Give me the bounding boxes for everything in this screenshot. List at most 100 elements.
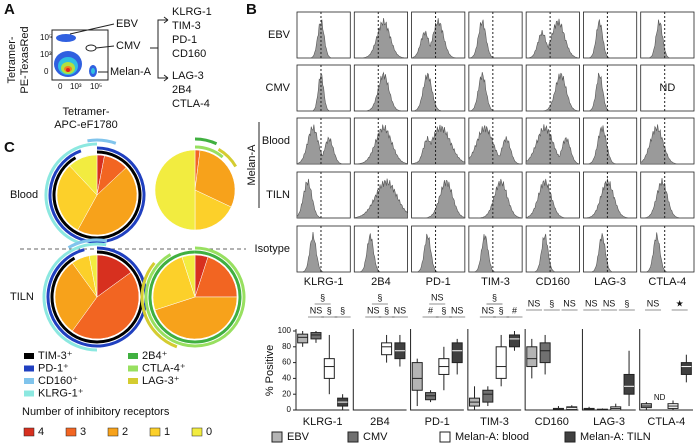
legend-label: CTLA-4⁺ [142,362,186,374]
significance-label: § [384,305,389,315]
legend-label: Melan-A: TILN [580,431,651,443]
y-tick-label: 60 [282,358,291,367]
marker-label: PD-1 [172,34,197,46]
column-label: LAG-3 [594,276,626,288]
histogram [354,71,408,112]
histogram [468,19,523,59]
legend-swatch [347,431,359,443]
row-label: Blood [262,135,290,147]
significance-label: § [492,292,497,302]
legend-swatch [24,378,34,384]
x-tick-label: TIM-3 [480,416,509,428]
x-tick-label: CTLA-4 [647,416,685,428]
histogram-frame [411,225,466,273]
histogram [297,231,351,273]
box [508,334,520,348]
axis-label: Tetramer- [62,106,109,118]
not-done-label: ND [659,82,675,94]
histogram [583,19,637,59]
y-tick-label: 40 [282,374,291,383]
significance-label: § [441,305,446,315]
legend-label: 2B4⁺ [142,350,168,362]
pie-slice [194,189,232,231]
box [526,346,538,368]
pie-slice [154,149,196,231]
legend-swatch [24,365,34,372]
legend-swatch [23,427,35,437]
histogram-frame [296,225,351,273]
legend-label: Melan-A: blood [455,431,529,443]
significance-label: NS [431,292,444,302]
significance-label: § [320,292,325,302]
receptor-arc [46,246,148,348]
axis-frame [467,329,522,411]
histogram [411,72,465,112]
receptor-arc [194,145,224,159]
axis-label: % Positive [264,345,276,396]
row-label: EBV [268,29,291,41]
histogram-frame [640,225,695,273]
histogram [583,233,637,273]
column-label: KLRG-1 [304,276,344,288]
histogram [296,178,351,219]
y-tick-label: 80 [282,342,291,351]
histogram [411,233,465,273]
column-label: CTLA-4 [648,276,686,288]
legend-swatch [439,431,451,443]
pie-slice [152,256,196,311]
axis-frame [581,329,636,411]
histogram-frame [411,64,466,112]
significance-label: § [377,292,382,302]
histogram [526,18,580,59]
histogram [526,72,580,112]
axis-label: PE-TexasRed [19,26,31,93]
marker-label: CD160 [172,48,206,60]
box [381,342,393,356]
marker-label: LAG-3 [172,70,204,82]
y-tick-label: 100 [278,326,292,335]
significance-label: NS [310,305,323,315]
histogram [525,178,580,219]
receptor-arc [194,137,218,146]
not-done-label: ND [654,393,666,402]
box [323,358,335,379]
histogram [583,72,637,112]
significance-label: NS [394,305,407,315]
significance-label: § [327,305,332,315]
histogram-frame [468,225,523,273]
legend-title: Number of inhibitory receptors [22,406,170,418]
pie-slice [194,150,236,208]
histogram [525,124,580,165]
histogram-frame [583,11,638,59]
histogram [640,178,694,219]
legend-label: EBV [287,431,310,443]
tick-label: 10⁵ [90,82,102,91]
significance-label: NS [647,298,660,308]
receptor-arc [44,142,98,245]
legend-label: CMV [363,431,388,443]
axis-label: APC-eF1780 [54,119,118,131]
pie-slice [88,254,98,298]
histogram [468,125,523,165]
histogram [468,178,523,219]
box [680,362,692,375]
marker-label: 2B4 [172,84,192,96]
receptor-arc [42,242,107,352]
legend-swatch [271,431,283,443]
receptor-arc [217,147,238,168]
tick-label: 0 [44,67,49,76]
significance-label: ★ [676,298,684,308]
histogram [354,17,408,59]
axis-frame [524,329,579,411]
histogram [354,233,408,273]
receptor-arc [50,250,144,344]
histogram [583,178,637,219]
histogram [353,178,408,219]
axis-label: Tetramer- [6,36,18,83]
legend-swatch [65,427,77,437]
x-tick-label: LAG-3 [593,416,625,428]
histogram [354,124,408,165]
histogram [640,124,694,165]
histogram-frame [583,117,638,165]
